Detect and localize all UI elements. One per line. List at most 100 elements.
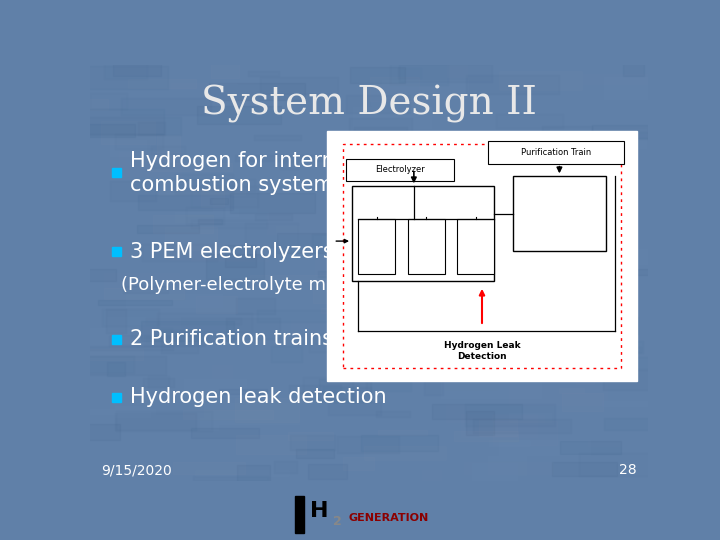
Bar [382, 312, 428, 335]
Bar [122, 98, 212, 114]
Bar [509, 386, 607, 405]
Bar [593, 143, 612, 161]
Bar [123, 286, 168, 293]
Bar [559, 388, 584, 393]
Bar [565, 232, 585, 255]
Bar [390, 293, 468, 316]
Bar [480, 420, 517, 436]
Bar [191, 220, 266, 228]
Bar [424, 373, 443, 395]
Bar [276, 226, 299, 250]
Bar [202, 186, 225, 207]
Bar [458, 232, 555, 244]
Bar [429, 340, 479, 362]
Bar [104, 288, 184, 299]
Bar [325, 311, 365, 325]
Bar [131, 328, 172, 338]
Bar [341, 237, 400, 245]
Bar [128, 79, 196, 89]
Bar [109, 335, 204, 346]
Bar [307, 463, 347, 479]
Bar [513, 176, 606, 251]
Text: 3 PEM electrolyzers: 3 PEM electrolyzers [130, 242, 333, 262]
Bar [248, 71, 279, 76]
Bar [272, 265, 324, 270]
Bar [295, 496, 304, 532]
Bar [219, 389, 267, 394]
Bar [73, 328, 143, 346]
Bar [393, 271, 445, 291]
Bar [499, 440, 590, 455]
Text: (Polymer-electrolyte membrane): (Polymer-electrolyte membrane) [121, 276, 414, 294]
Bar [620, 356, 667, 369]
Bar [508, 413, 552, 422]
Bar [490, 440, 531, 446]
Bar [297, 449, 334, 458]
Bar [529, 292, 609, 312]
Bar [171, 83, 253, 89]
Bar [446, 404, 469, 422]
Bar [77, 409, 156, 414]
Bar [465, 403, 555, 426]
Bar [82, 117, 181, 136]
Bar [472, 420, 570, 433]
Bar [382, 258, 418, 264]
Bar [213, 198, 256, 213]
Bar [350, 67, 405, 83]
Bar [346, 159, 454, 181]
Bar [355, 301, 448, 307]
Bar [550, 129, 647, 148]
Bar [337, 436, 399, 453]
Bar [334, 139, 405, 158]
Bar [508, 327, 564, 344]
Bar [377, 411, 410, 417]
Bar [257, 310, 332, 322]
Bar [428, 316, 523, 323]
Bar [490, 305, 546, 322]
Bar [235, 99, 255, 105]
Bar [115, 190, 169, 212]
Bar [248, 354, 268, 370]
Bar [137, 225, 199, 233]
Bar [474, 244, 540, 268]
Bar [488, 456, 526, 475]
Text: Hydrogen leak detection: Hydrogen leak detection [130, 387, 386, 408]
Bar [582, 209, 609, 233]
Bar [102, 121, 155, 144]
Bar [499, 71, 582, 90]
Bar [397, 322, 459, 342]
Bar [604, 417, 679, 430]
Bar [579, 453, 654, 476]
Bar [192, 428, 259, 438]
Bar [445, 238, 469, 250]
Bar [560, 132, 657, 139]
Bar [379, 310, 454, 318]
Bar [320, 308, 402, 313]
Bar [623, 57, 644, 76]
Bar [237, 465, 271, 484]
Bar [157, 134, 180, 159]
Bar [580, 327, 626, 346]
Bar [364, 447, 446, 460]
Bar [112, 335, 121, 344]
Bar [546, 265, 563, 275]
Bar [169, 251, 244, 260]
Bar [114, 134, 163, 149]
Bar [343, 457, 374, 470]
Bar [573, 225, 619, 244]
Bar [542, 126, 593, 144]
Bar [352, 186, 495, 281]
Bar [436, 175, 455, 199]
Bar [312, 282, 343, 303]
Bar [114, 406, 150, 417]
Bar [312, 234, 358, 247]
Bar [507, 365, 560, 371]
Bar [153, 163, 172, 167]
Bar [479, 116, 532, 120]
Bar [363, 215, 382, 238]
Bar [79, 109, 164, 133]
Bar [357, 342, 425, 361]
Bar [361, 435, 438, 450]
Bar [523, 354, 554, 373]
Bar [577, 344, 603, 353]
